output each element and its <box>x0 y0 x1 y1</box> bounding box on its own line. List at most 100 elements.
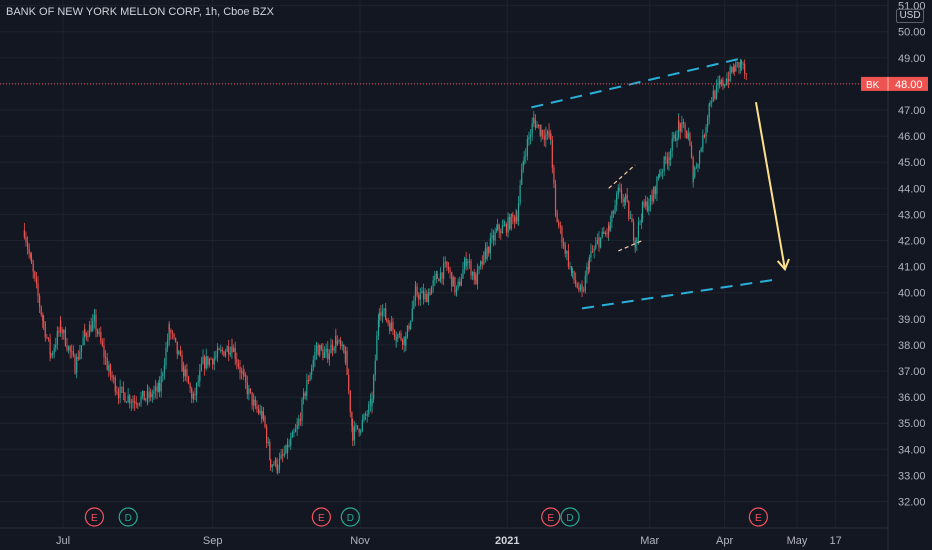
candle-body <box>452 276 454 287</box>
candle-body <box>197 381 199 384</box>
arrow-shaft[interactable] <box>754 101 786 270</box>
candle-body <box>687 133 689 138</box>
candle-body <box>510 213 512 229</box>
candle-body <box>475 274 477 285</box>
dividend-marker-letter: D <box>566 513 573 524</box>
candle-body <box>654 187 656 195</box>
candle-body <box>645 201 647 207</box>
candle-body <box>251 392 253 406</box>
x-tick-label: Nov <box>350 535 370 547</box>
candle-body <box>322 349 324 358</box>
candle-body <box>673 134 675 139</box>
candle-body <box>212 359 214 365</box>
candle-body <box>264 416 266 427</box>
candle-body <box>298 419 300 426</box>
candle-body <box>745 73 747 75</box>
flag-upper-line[interactable] <box>608 164 636 189</box>
candle-body <box>121 386 123 388</box>
candle-body <box>226 346 228 352</box>
candle-body <box>697 163 699 168</box>
candle-body <box>486 246 488 260</box>
candle-body <box>301 399 303 421</box>
channel-upper-line[interactable] <box>531 56 745 109</box>
arrow-head[interactable] <box>776 258 790 272</box>
candle-body <box>708 103 710 118</box>
candle-body <box>435 273 437 277</box>
candle-body <box>202 360 204 364</box>
earnings-marker-circle[interactable] <box>748 507 768 527</box>
candle-body <box>23 230 25 238</box>
candle-body <box>383 308 385 311</box>
candle-body <box>738 62 740 68</box>
candle-body <box>429 292 431 295</box>
price-axis[interactable]: 32.00 33.00 34.00 35.00 36.00 37.00 38.00 39.00… <box>898 1 926 509</box>
y-tick-label: 46.00 <box>898 131 926 143</box>
flag-lower-line[interactable] <box>618 239 643 252</box>
candle-body <box>661 170 664 172</box>
candle-body <box>47 337 50 339</box>
candle-body <box>218 348 220 350</box>
candle-body <box>381 310 384 316</box>
candle-body <box>224 351 227 357</box>
candle-body <box>609 222 611 231</box>
candle-body <box>393 329 396 338</box>
last-price-tag: BK 48.00 <box>861 76 928 91</box>
candle-body <box>195 383 198 395</box>
candle-body <box>478 266 480 270</box>
currency-badge[interactable]: USD <box>896 9 924 23</box>
candle-body <box>186 369 188 377</box>
candle-body <box>505 224 508 233</box>
candle-body <box>432 280 434 287</box>
earnings-marker-circle[interactable] <box>541 507 561 527</box>
candle-body <box>114 377 116 392</box>
candle-body <box>660 171 662 176</box>
candle-body <box>744 63 746 74</box>
candle-body <box>142 390 144 397</box>
candle-body <box>314 352 316 360</box>
earnings-marker-circle[interactable] <box>84 507 104 527</box>
candle-body <box>187 376 190 384</box>
dividend-marker-letter: D <box>125 513 132 524</box>
candle-body <box>643 202 645 207</box>
candle-body <box>259 410 261 414</box>
event-markers[interactable]: E E E ED D D <box>84 507 768 527</box>
candle-body <box>207 356 209 365</box>
candle-body <box>726 78 728 85</box>
candle-body <box>723 84 726 86</box>
earnings-marker-letter: E <box>755 513 762 524</box>
dividend-marker-circle[interactable] <box>560 507 580 527</box>
candle-body <box>590 251 592 258</box>
candle-body <box>369 399 371 405</box>
candle-body <box>416 286 418 296</box>
candle-body <box>156 386 158 392</box>
x-tick-label: Jul <box>56 535 70 547</box>
candle-body <box>447 266 450 270</box>
dividend-marker-circle[interactable] <box>340 507 360 527</box>
candle-body <box>389 323 391 331</box>
channel-lower-line[interactable] <box>581 278 776 310</box>
candle-body <box>327 348 329 360</box>
candle-body <box>349 390 351 413</box>
candle-body <box>181 355 183 372</box>
candle-body <box>257 408 260 414</box>
candle-body <box>328 353 330 360</box>
candle-body <box>566 251 568 254</box>
candle-body <box>282 454 284 456</box>
candle-body <box>87 336 89 338</box>
candle-body <box>465 262 467 266</box>
candle-body <box>127 395 129 402</box>
candle-body <box>663 156 665 171</box>
candle-body <box>53 348 55 354</box>
candle-body <box>108 364 110 371</box>
time-axis[interactable]: Jul Sep Nov 2021 Mar Apr May 17 <box>56 535 842 547</box>
candle-body <box>536 124 538 128</box>
candle-body <box>484 248 487 260</box>
candle-body <box>307 380 310 382</box>
candle-body <box>725 84 727 86</box>
earnings-marker-circle[interactable] <box>311 507 331 527</box>
candle-body <box>569 265 571 267</box>
dividend-marker-circle[interactable] <box>118 507 138 527</box>
candle-body <box>344 350 347 363</box>
candle-body <box>576 283 578 288</box>
